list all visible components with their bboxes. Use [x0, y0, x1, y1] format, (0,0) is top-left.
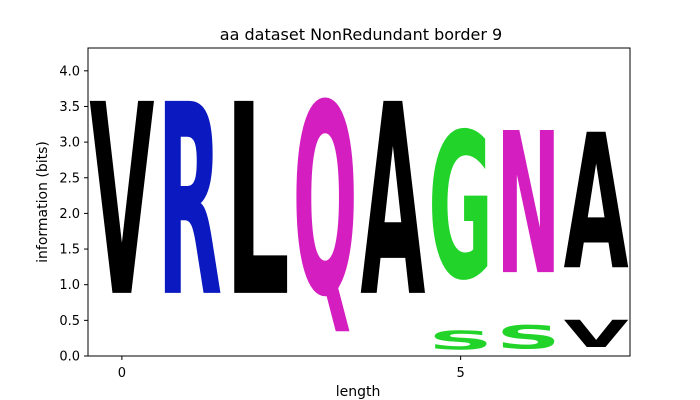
y-tick-label: 1.0: [59, 278, 80, 293]
chart-title: aa dataset NonRedundant border 9: [220, 25, 502, 44]
y-tick-label: 3.0: [59, 136, 80, 151]
axes-layer: 0.0 0.5 1.0 1.5 2.0 2.5 3.0 3.5 4.0 0 5: [59, 47, 631, 381]
logo-letter-0-0: V: [89, 50, 154, 356]
x-axis-title: length: [336, 384, 381, 400]
logo-letter-4-0: A: [360, 50, 425, 356]
logo-letter-5-0: S: [428, 325, 493, 356]
y-tick-label: 3.5: [59, 100, 80, 115]
x-tick-label: 0: [118, 366, 126, 381]
y-tick-label: 2.5: [59, 171, 80, 186]
y-tick-label: 2.0: [59, 207, 80, 222]
y-axis-title: information (bits): [35, 141, 51, 263]
plot-frame: [87, 47, 631, 357]
logo-letter-3-0: Q: [293, 48, 358, 355]
logo-letter-1-0: R: [157, 50, 222, 356]
y-tick-label: 1.5: [59, 243, 80, 258]
logo-letter-6-0: S: [496, 319, 561, 356]
x-tick-label: 5: [456, 366, 464, 381]
logo-letter-5-1: G: [428, 92, 493, 326]
y-tick-label: 0.0: [59, 350, 80, 365]
y-tick-label: 0.5: [59, 314, 80, 329]
y-tick-label: 4.0: [59, 64, 80, 79]
logo-letter-2-0: L: [225, 50, 290, 356]
logo-letter-6-1: N: [496, 92, 561, 319]
logo-letter-7-1: A: [564, 96, 629, 312]
logo-letter-7-0: V: [564, 313, 630, 356]
